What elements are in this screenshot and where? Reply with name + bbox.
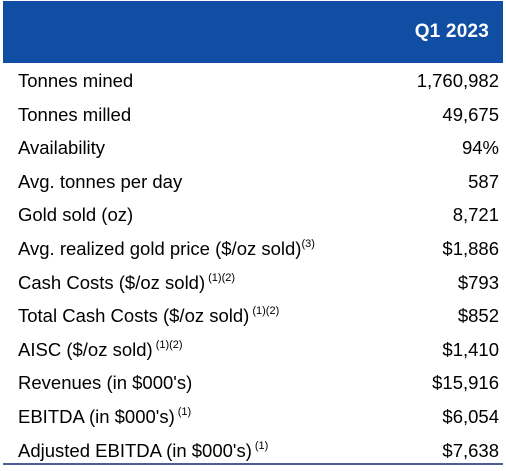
footnote-ref: (1) [254, 439, 269, 452]
row-label: Tonnes milled [18, 103, 132, 125]
row-value: 94% [461, 137, 499, 159]
row-label: Cash Costs ($/oz sold) (1)(2) [18, 271, 236, 293]
footnote-ref: (1)(2) [155, 338, 183, 351]
table-row-adjusted-ebitda: Adjusted EBITDA (in $000's) (1) $7,638 [3, 435, 503, 469]
row-value: $1,886 [442, 237, 499, 259]
row-value: 49,675 [442, 103, 499, 125]
row-value: $852 [457, 305, 499, 327]
footnote-ref: (1)(2) [252, 305, 280, 318]
row-label: EBITDA (in $000's) (1) [18, 405, 192, 427]
footnote-ref: (1)(2) [208, 271, 236, 284]
table-row-revenues: Revenues (in $000's) $15,916 [3, 367, 503, 401]
row-label: Adjusted EBITDA (in $000's) (1) [18, 439, 269, 461]
table-row-aisc: AISC ($/oz sold) (1)(2) $1,410 [3, 334, 503, 368]
row-value: $793 [457, 271, 499, 293]
row-label: Total Cash Costs ($/oz sold) (1)(2) [18, 305, 280, 327]
row-value: $6,054 [442, 405, 499, 427]
table-body: Tonnes mined 1,760,982 Tonnes milled 49,… [3, 65, 503, 468]
table-row-tonnes-milled: Tonnes milled 49,675 [3, 99, 503, 133]
footnote-ref: (3) [301, 237, 315, 250]
row-label: Revenues (in $000's) [18, 372, 193, 394]
table-row-avg-tonnes-per-day: Avg. tonnes per day 587 [3, 166, 503, 200]
table-row-availability: Availability 94% [3, 132, 503, 166]
row-label: AISC ($/oz sold) (1)(2) [18, 338, 183, 360]
row-label: Tonnes mined [18, 70, 134, 91]
table-row-tonnes-mined: Tonnes mined 1,760,982 [3, 65, 503, 99]
row-label: Avg. tonnes per day [18, 170, 183, 192]
column-header-q1-2023: Q1 2023 [414, 21, 489, 42]
row-value: 8,721 [452, 204, 499, 226]
operating-results-table: Q1 2023 Tonnes mined 1,760,982 Tonnes mi… [3, 1, 503, 465]
footnote-ref: (1) [177, 405, 192, 418]
table-row-cash-costs: Cash Costs ($/oz sold) (1)(2) $793 [3, 267, 503, 301]
table-row-gold-sold: Gold sold (oz) 8,721 [3, 199, 503, 233]
table-row-total-cash-costs: Total Cash Costs ($/oz sold) (1)(2) $852 [3, 300, 503, 334]
row-value: 1,760,982 [416, 70, 499, 91]
table-header: Q1 2023 [3, 1, 503, 63]
row-value: $7,638 [442, 439, 499, 461]
row-value: $1,410 [442, 338, 499, 360]
row-label: Availability [18, 137, 106, 159]
table-row-avg-realized-gold-price: Avg. realized gold price ($/oz sold)(3) … [3, 233, 503, 267]
row-label: Gold sold (oz) [18, 204, 134, 226]
row-label: Avg. realized gold price ($/oz sold)(3) [18, 237, 315, 259]
table-row-ebitda: EBITDA (in $000's) (1) $6,054 [3, 401, 503, 435]
row-value: $15,916 [432, 372, 499, 394]
row-value: 587 [468, 170, 499, 192]
